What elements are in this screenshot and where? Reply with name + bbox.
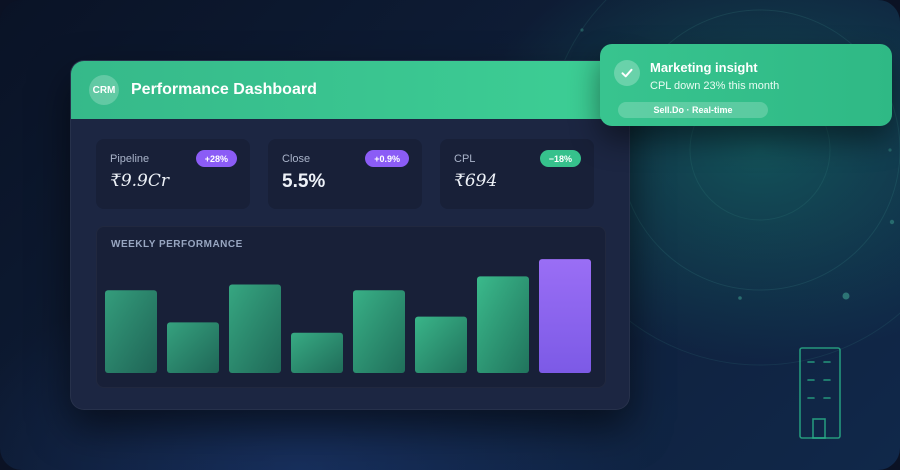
weekly-performance-panel: WEEKLY PERFORMANCE xyxy=(96,226,606,388)
change-badge: +28% xyxy=(195,150,237,167)
chart-title: WEEKLY PERFORMANCE xyxy=(111,239,243,250)
metric-label: Pipeline xyxy=(110,153,150,165)
crm-badge: CRM xyxy=(89,75,119,105)
chart-bar-highlight[interactable] xyxy=(539,259,591,373)
metric-value: ₹694 xyxy=(454,171,498,191)
building-icon xyxy=(799,347,841,439)
chart-bar[interactable] xyxy=(229,284,281,373)
metric-label: CPL xyxy=(454,153,476,165)
marketing-insight-toast[interactable]: Marketing insight CPL down 23% this mont… xyxy=(600,44,892,126)
metric-card-pipeline[interactable]: Pipeline ₹9.9Cr +28% xyxy=(96,139,250,209)
chart-bar[interactable] xyxy=(415,316,467,373)
toast-subtitle: CPL down 23% this month xyxy=(650,80,780,92)
dashboard-header: CRM Performance Dashboard xyxy=(71,61,629,119)
dashboard-title: Performance Dashboard xyxy=(131,81,317,98)
metrics-row: Pipeline ₹9.9Cr +28% Close 5.5% +0.9% CP… xyxy=(96,139,594,209)
dashboard-card: CRM Performance Dashboard Pipeline ₹9.9C… xyxy=(70,60,630,410)
change-badge: +0.9% xyxy=(365,150,409,167)
metric-value: 5.5% xyxy=(282,171,326,192)
chart-bar[interactable] xyxy=(477,276,529,373)
metric-label: Close xyxy=(282,153,311,165)
chart-bar[interactable] xyxy=(353,290,405,373)
source-chip: Sell.Do · Real-time xyxy=(618,102,768,118)
change-badge: −18% xyxy=(539,150,581,167)
toast-title: Marketing insight xyxy=(650,60,758,75)
metric-card-close[interactable]: Close 5.5% +0.9% xyxy=(268,139,422,209)
chart-bar[interactable] xyxy=(105,290,157,373)
weekly-performance-chart xyxy=(105,259,591,373)
metric-card-cpl[interactable]: CPL ₹694 −18% xyxy=(440,139,594,209)
check-icon xyxy=(614,60,640,86)
chart-bar[interactable] xyxy=(167,322,219,373)
chart-bar[interactable] xyxy=(291,332,343,373)
metric-value: ₹9.9Cr xyxy=(110,171,169,191)
